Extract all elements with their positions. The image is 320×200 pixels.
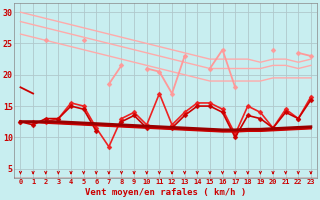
X-axis label: Vent moyen/en rafales ( km/h ): Vent moyen/en rafales ( km/h ) (85, 188, 246, 197)
